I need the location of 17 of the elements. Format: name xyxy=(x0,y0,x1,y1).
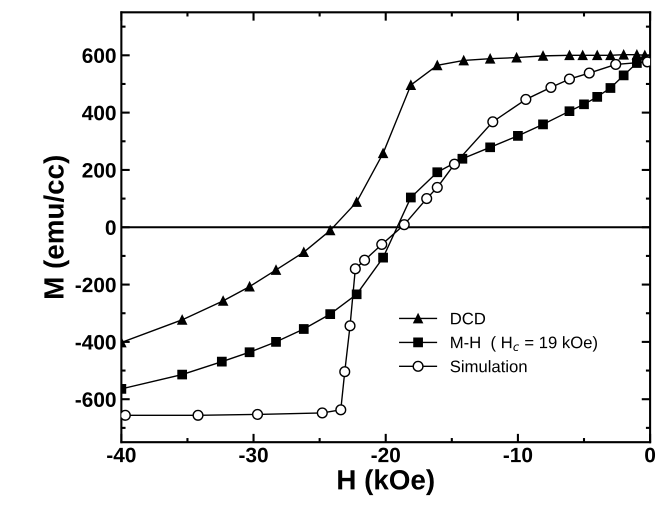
legend-label: M-H ( H$_{c}$ = 19 kOe) xyxy=(451,336,597,352)
y-tick-label: -400 xyxy=(76,334,116,350)
x-tick-label: -40 xyxy=(107,448,136,462)
legend-label: Simulation xyxy=(450,360,526,372)
y-axis-title: M (emu/cc) xyxy=(43,156,70,298)
y-tick-label: 200 xyxy=(82,162,116,178)
y-tick-label: 600 xyxy=(82,48,116,64)
y-tick-label: -600 xyxy=(76,392,116,407)
y-tick-label: 400 xyxy=(82,106,116,120)
x-tick-label: -20 xyxy=(371,448,400,462)
x-axis-title: H (kOe) xyxy=(338,469,434,496)
x-tick-label: -10 xyxy=(504,448,532,462)
legend-label: DCD xyxy=(451,312,486,324)
x-tick-label: -30 xyxy=(239,448,268,462)
y-tick-label: -200 xyxy=(76,278,116,292)
x-tick-label: 0 xyxy=(645,448,656,462)
y-tick-label: 0 xyxy=(106,220,116,236)
